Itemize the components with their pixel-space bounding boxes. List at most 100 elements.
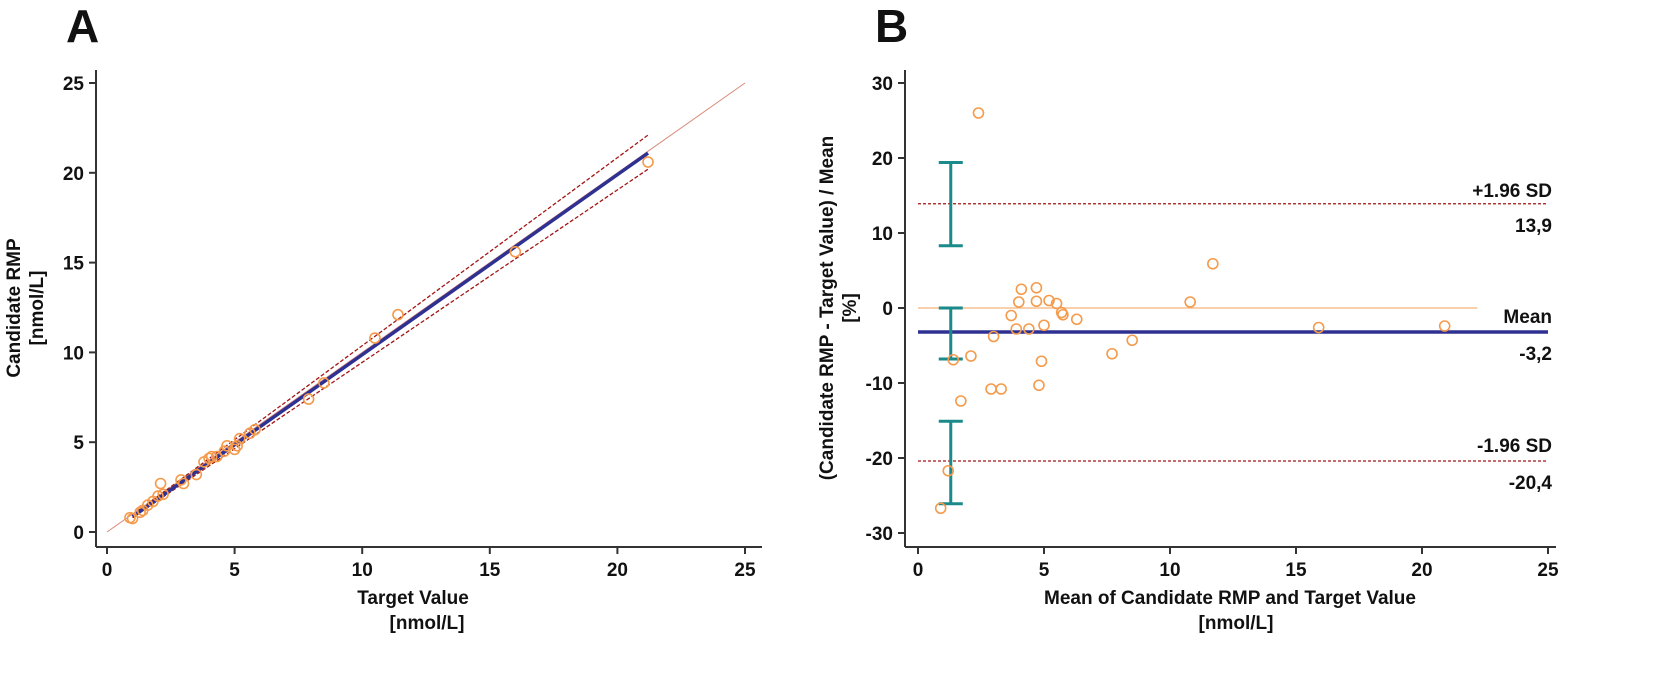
data-point: [1106, 347, 1118, 360]
data-point: [1035, 355, 1048, 368]
panel-b: B 0 5 10 15 20 25 -30 -20 -10 0 10 20 30 +1.96 SD 13…: [817, 0, 1559, 634]
panel-a-x-tick-label: 15: [479, 560, 501, 581]
panel-b-points: [934, 107, 1451, 515]
panel-letter-b: B: [875, 0, 908, 52]
data-point: [1070, 313, 1083, 326]
data-point: [203, 452, 215, 465]
data-point: [177, 477, 190, 490]
panel-a-ticks: 0 5 10 15 20 25 0 5 10 15 20 25: [63, 74, 756, 581]
data-point: [126, 512, 139, 525]
panel-letter-a: A: [66, 0, 99, 52]
panel-a-y-tick-label: 20: [63, 164, 84, 185]
data-point: [369, 332, 381, 344]
data-point: [1207, 257, 1219, 270]
panel-b-y-tick-label: -20: [866, 449, 893, 470]
data-point: [1312, 321, 1325, 334]
panel-a-points: [124, 156, 654, 525]
data-point: [1015, 283, 1028, 296]
data-point: [302, 393, 315, 405]
panel-a-y-tick-label: 5: [73, 433, 84, 454]
panel-b-x-tick-label: 20: [1411, 560, 1432, 581]
data-point: [190, 468, 203, 481]
lower-loa-value: -20,4: [1509, 473, 1553, 494]
panel-a-y-tick-label: 15: [63, 254, 85, 275]
panel-b-y-tick-label: -10: [866, 374, 893, 395]
panel-a-y-tick-label: 0: [73, 523, 84, 544]
data-point: [210, 450, 223, 463]
data-point: [1033, 379, 1045, 392]
panel-b-x-tick-label: 0: [913, 560, 924, 581]
data-point: [1438, 320, 1451, 332]
data-point: [154, 477, 167, 490]
panel-a-x-tick-label: 5: [229, 560, 240, 581]
data-point: [231, 439, 243, 452]
panel-b-x-tick-label: 5: [1039, 560, 1050, 581]
data-point: [509, 246, 522, 258]
data-point: [934, 502, 947, 515]
data-point: [965, 350, 977, 362]
panel-b-ticks: 0 5 10 15 20 25 -30 -20 -10 0 10 20 30: [866, 74, 1559, 581]
panel-a-x-tick-label: 20: [607, 560, 628, 581]
mean-label: Mean: [1503, 307, 1552, 328]
regression-line: [131, 151, 650, 519]
data-point: [134, 506, 146, 519]
panel-b-x-title: Mean of Candidate RMP and Target Value: [1044, 588, 1416, 609]
data-point: [1010, 323, 1023, 335]
ci-lower-line: [132, 168, 649, 519]
data-point: [318, 377, 330, 389]
data-point: [1043, 294, 1055, 307]
panel-b-y-tick-label: 10: [872, 224, 893, 245]
data-point: [205, 450, 218, 463]
panel-a-y-unit: [nmol/L]: [27, 271, 48, 346]
data-point: [249, 423, 261, 436]
panel-a-x-tick-label: 0: [102, 560, 113, 581]
data-point: [157, 488, 169, 501]
data-point: [233, 432, 246, 445]
panel-b-x-tick-label: 25: [1537, 560, 1559, 581]
mean-value: -3,2: [1519, 344, 1552, 365]
data-point: [1038, 319, 1050, 332]
identity-line: [106, 82, 746, 533]
data-point: [942, 464, 955, 477]
panel-a-y-tick-label: 25: [63, 74, 85, 95]
panel-b-x-tick-label: 10: [1159, 560, 1180, 581]
data-point: [1126, 334, 1138, 347]
data-point: [392, 308, 404, 321]
panel-a: A 0 5 10 15 20 25 0 5 10 15 20 25 Target Value [nmo…: [4, 0, 762, 634]
panel-b-y-tick-label: -30: [866, 524, 893, 545]
panel-b-y-unit: [%]: [840, 293, 861, 323]
panel-a-y-title: Candidate RMP: [4, 238, 25, 378]
data-point: [1184, 296, 1196, 308]
panel-b-annotations: +1.96 SD 13,9 Mean -3,2 -1.96 SD -20,4: [1472, 181, 1552, 494]
data-point: [985, 383, 997, 395]
data-point: [1012, 296, 1025, 308]
panel-b-x-unit: [nmol/L]: [1199, 613, 1274, 634]
data-point: [947, 353, 960, 366]
data-point: [1057, 308, 1069, 321]
data-point: [987, 330, 1000, 343]
panel-b-y-tick-label: 0: [882, 299, 893, 320]
ci-upper-line: [132, 134, 649, 516]
panel-a-x-unit: [nmol/L]: [390, 613, 465, 634]
data-point: [1050, 297, 1063, 310]
panel-a-x-tick-label: 25: [734, 560, 756, 581]
panel-b-y-tick-label: 30: [872, 74, 893, 95]
data-point: [1030, 281, 1043, 294]
data-point: [972, 107, 985, 119]
panel-b-y-title: (Candidate RMP - Target Value) / Mean: [817, 136, 838, 481]
panel-a-x-tick-label: 10: [352, 560, 373, 581]
panel-b-y-tick-label: 20: [872, 149, 893, 170]
data-point: [955, 395, 967, 407]
data-point: [995, 383, 1007, 395]
data-point: [1023, 323, 1035, 335]
panel-a-lines: [106, 82, 746, 533]
upper-loa-label: +1.96 SD: [1472, 181, 1552, 202]
data-point: [1030, 295, 1043, 308]
panel-b-lines: [918, 161, 1548, 506]
panel-a-x-title: Target Value: [357, 588, 469, 609]
lower-loa-label: -1.96 SD: [1477, 436, 1552, 457]
data-point: [642, 156, 654, 168]
upper-loa-value: 13,9: [1515, 216, 1552, 237]
data-point: [1005, 309, 1018, 322]
panel-a-y-tick-label: 10: [63, 343, 84, 364]
